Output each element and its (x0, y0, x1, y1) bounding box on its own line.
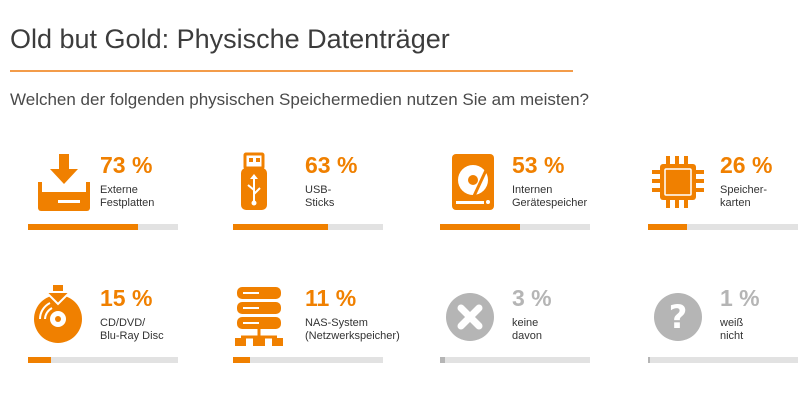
bar-track (440, 357, 590, 363)
hard-disk-icon (440, 152, 512, 224)
category-label-line: Internen (512, 184, 553, 196)
category-label-line: (Netzwerkspeicher) (305, 330, 400, 342)
value-label: 63 % (305, 152, 358, 178)
value-label: 53 % (512, 152, 565, 178)
stat-tile: 63 % USB- Sticks (233, 152, 433, 252)
category-label-line: Sticks (305, 197, 335, 209)
memory-chip-icon (648, 152, 720, 224)
stat-tile: 11 % NAS-System (Netzwerkspeicher) (233, 285, 433, 385)
category-label-line: NAS-System (305, 317, 368, 329)
category-label-line: davon (512, 330, 542, 342)
download-drive-icon (28, 152, 100, 224)
category-label-line: Gerätespeicher (512, 197, 588, 209)
bar-track (28, 224, 178, 230)
category-label-line: keine (512, 317, 539, 329)
value-label: 3 % (512, 285, 552, 311)
stat-tile: 26 % Speicher-karten (648, 152, 800, 252)
category-label-line: Speicher- (720, 184, 768, 196)
chart-subtitle: Welchen der folgenden physischen Speiche… (10, 90, 589, 109)
category-label: Speicher-karten (720, 184, 767, 210)
stat-tile: 3 % keine davon (440, 285, 640, 385)
stat-tile: 15 % CD/DVD/Blu-Ray Disc (28, 285, 228, 385)
value-label: 15 % (100, 285, 153, 311)
bar-track (648, 357, 798, 363)
svg-text:?: ? (669, 298, 688, 336)
bar-track (440, 224, 590, 230)
value-label: 11 % (305, 285, 357, 311)
category-label-line: Festplatten (100, 197, 155, 209)
category-label-line: nicht (720, 330, 744, 342)
bar-track (648, 224, 798, 230)
category-label-line: Externe (100, 184, 138, 196)
category-label-line: USB- (305, 184, 332, 196)
category-label: USB- Sticks (305, 184, 334, 210)
usb-stick-icon (233, 152, 305, 224)
category-label: Internen Gerätespeicher (512, 184, 587, 210)
disc-icon (28, 285, 100, 357)
bar-track (233, 357, 383, 363)
stat-tile: 73 % Externe Festplatten (28, 152, 228, 252)
nas-server-icon (233, 285, 305, 357)
category-label: Externe Festplatten (100, 184, 154, 210)
title-divider (10, 70, 573, 72)
category-label-line: weiß (720, 317, 744, 329)
bar (28, 357, 51, 363)
bar-track (233, 224, 383, 230)
bar (28, 224, 138, 230)
value-label: 73 % (100, 152, 153, 178)
category-label: weiß nicht (720, 317, 743, 343)
category-label: keine davon (512, 317, 542, 343)
category-label-line: Blu-Ray Disc (100, 330, 164, 342)
category-label: NAS-System (Netzwerkspeicher) (305, 317, 400, 343)
question-icon: ? (648, 285, 720, 357)
bar (440, 357, 445, 363)
bar (233, 224, 328, 230)
value-label: 26 % (720, 152, 773, 178)
bar (648, 224, 687, 230)
category-label: CD/DVD/Blu-Ray Disc (100, 317, 164, 343)
stat-tile: 53 % Internen Gerätespeicher (440, 152, 640, 252)
cross-icon (440, 285, 512, 357)
category-label-line: CD/DVD/ (100, 317, 146, 329)
bar (440, 224, 520, 230)
bar (233, 357, 250, 363)
category-label-line: karten (720, 197, 751, 209)
bar (648, 357, 650, 363)
bar-track (28, 357, 178, 363)
value-label: 1 % (720, 285, 760, 311)
chart-title: Old but Gold: Physische Datenträger (10, 24, 450, 54)
stat-tile: ? 1 % weiß nicht (648, 285, 800, 385)
